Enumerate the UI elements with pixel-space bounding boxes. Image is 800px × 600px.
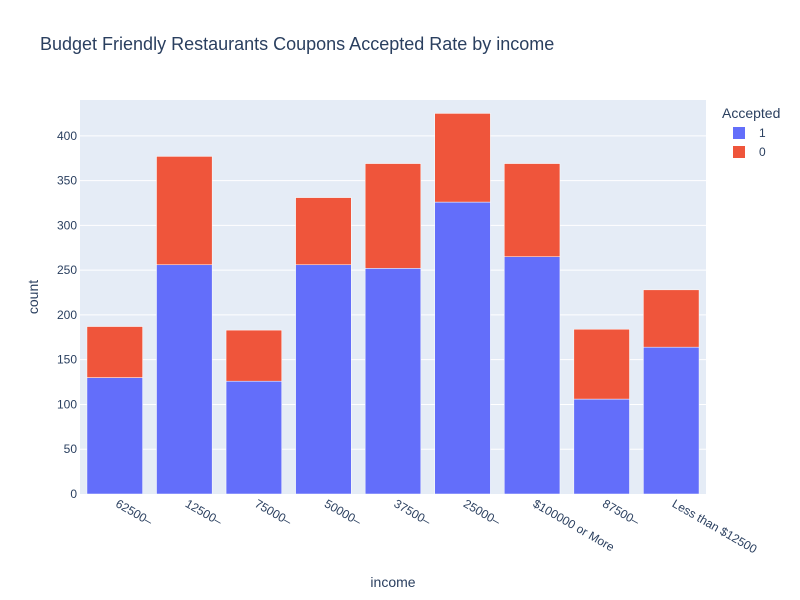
legend-label[interactable]: 0	[759, 145, 766, 159]
bar-accepted-0[interactable]	[364, 163, 422, 269]
x-tick-label: 50000–	[322, 496, 364, 528]
bar-accepted-1[interactable]	[573, 398, 630, 495]
bar-accepted-1[interactable]	[643, 346, 700, 495]
bar-accepted-0[interactable]	[86, 326, 143, 378]
x-tick-label: 62500–	[113, 496, 155, 528]
bar-accepted-1[interactable]	[225, 380, 282, 495]
x-tick-label: 87500–	[600, 496, 642, 528]
legend: Accepted 1 0	[722, 105, 780, 159]
bar-accepted-0[interactable]	[573, 328, 630, 400]
bar-accepted-1[interactable]	[504, 256, 561, 495]
bar-accepted-1[interactable]	[295, 264, 352, 495]
bar-accepted-0[interactable]	[156, 156, 213, 266]
bar-accepted-1[interactable]	[434, 201, 491, 495]
chart-title: Budget Friendly Restaurants Coupons Acce…	[40, 34, 554, 54]
y-axis-title: count	[25, 280, 41, 314]
y-tick-label: 200	[57, 308, 77, 322]
bars	[86, 113, 700, 495]
bar-accepted-0[interactable]	[225, 329, 282, 382]
bar-accepted-1[interactable]	[156, 264, 213, 495]
y-tick-label: 350	[57, 174, 77, 188]
legend-swatch[interactable]	[733, 146, 745, 158]
x-tick-label: 75000–	[252, 496, 294, 528]
bar-accepted-0[interactable]	[434, 113, 491, 203]
x-axis-ticks: 62500– 12500– 75000– 50000– 37500– 25000– $100…	[113, 496, 759, 556]
y-tick-label: 300	[57, 218, 77, 232]
x-tick-label: 12500–	[183, 496, 225, 528]
x-tick-label: 25000–	[461, 496, 503, 528]
y-tick-label: 0	[70, 487, 77, 501]
y-axis-ticks: 0 50 100 150 200 250 300 350 400	[57, 129, 77, 501]
x-axis-title: income	[370, 574, 415, 590]
x-tick-label: Less than $12500	[670, 496, 760, 556]
bar-accepted-0[interactable]	[643, 289, 700, 348]
bar-accepted-1[interactable]	[86, 377, 143, 495]
y-tick-label: 250	[57, 263, 77, 277]
legend-label[interactable]: 1	[759, 126, 766, 140]
y-tick-label: 150	[57, 353, 77, 367]
bar-accepted-0[interactable]	[504, 163, 561, 257]
y-tick-label: 50	[64, 442, 78, 456]
y-tick-label: 100	[57, 397, 77, 411]
x-tick-label: 37500–	[392, 496, 434, 528]
y-tick-label: 400	[57, 129, 77, 143]
bar-accepted-0[interactable]	[295, 197, 352, 266]
bar-accepted-1[interactable]	[364, 268, 422, 495]
legend-title: Accepted	[722, 105, 780, 121]
legend-swatch[interactable]	[733, 127, 745, 139]
